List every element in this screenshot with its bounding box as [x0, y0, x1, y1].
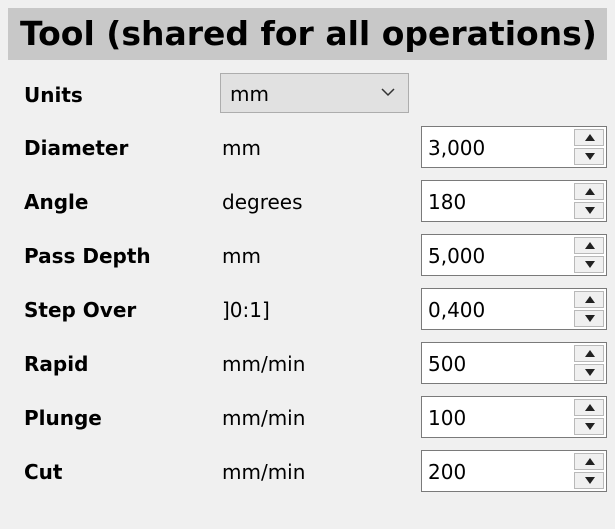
- step-over-spinbox[interactable]: 0,400: [421, 288, 607, 330]
- diameter-label: Diameter: [24, 136, 129, 160]
- angle-unit: degrees: [222, 190, 303, 214]
- pass-depth-value[interactable]: 5,000: [428, 244, 486, 268]
- arrow-up-icon: [585, 134, 595, 141]
- angle-label: Angle: [24, 190, 89, 214]
- plunge-decrement-button[interactable]: [574, 418, 604, 435]
- units-row: Units mm: [0, 68, 615, 122]
- step-over-increment-button[interactable]: [574, 291, 604, 308]
- arrow-up-icon: [585, 188, 595, 195]
- plunge-value[interactable]: 100: [428, 406, 467, 430]
- rapid-decrement-button[interactable]: [574, 364, 604, 381]
- angle-value[interactable]: 180: [428, 190, 467, 214]
- arrow-up-icon: [585, 242, 595, 249]
- panel-header: Tool (shared for all operations): [8, 8, 607, 60]
- angle-row: Angle degrees 180: [0, 175, 615, 229]
- arrow-up-icon: [585, 296, 595, 303]
- step-over-value[interactable]: 0,400: [428, 298, 486, 322]
- angle-spinbox[interactable]: 180: [421, 180, 607, 222]
- step-over-label: Step Over: [24, 298, 137, 322]
- arrow-up-icon: [585, 350, 595, 357]
- pass-depth-spinbox[interactable]: 5,000: [421, 234, 607, 276]
- arrow-down-icon: [585, 423, 595, 430]
- diameter-increment-button[interactable]: [574, 129, 604, 146]
- rapid-increment-button[interactable]: [574, 345, 604, 362]
- step-over-unit: ]0:1]: [222, 298, 270, 322]
- cut-value[interactable]: 200: [428, 460, 467, 484]
- cut-increment-button[interactable]: [574, 453, 604, 470]
- panel-title: Tool (shared for all operations): [20, 14, 597, 53]
- rapid-label: Rapid: [24, 352, 89, 376]
- diameter-spinbox[interactable]: 3,000: [421, 126, 607, 168]
- plunge-unit: mm/min: [222, 406, 306, 430]
- pass-depth-unit: mm: [222, 244, 261, 268]
- plunge-row: Plunge mm/min 100: [0, 391, 615, 445]
- cut-label: Cut: [24, 460, 63, 484]
- plunge-label: Plunge: [24, 406, 102, 430]
- step-over-row: Step Over ]0:1] 0,400: [0, 283, 615, 337]
- arrow-up-icon: [585, 404, 595, 411]
- rapid-value[interactable]: 500: [428, 352, 467, 376]
- pass-depth-increment-button[interactable]: [574, 237, 604, 254]
- cut-unit: mm/min: [222, 460, 306, 484]
- pass-depth-decrement-button[interactable]: [574, 256, 604, 273]
- units-select[interactable]: mm: [220, 73, 409, 113]
- arrow-up-icon: [585, 458, 595, 465]
- angle-decrement-button[interactable]: [574, 202, 604, 219]
- angle-increment-button[interactable]: [574, 183, 604, 200]
- diameter-value[interactable]: 3,000: [428, 136, 486, 160]
- units-label: Units: [24, 83, 83, 107]
- arrow-down-icon: [585, 261, 595, 268]
- pass-depth-row: Pass Depth mm 5,000: [0, 229, 615, 283]
- rapid-row: Rapid mm/min 500: [0, 337, 615, 391]
- diameter-row: Diameter mm 3,000: [0, 121, 615, 175]
- diameter-unit: mm: [222, 136, 261, 160]
- cut-spinbox[interactable]: 200: [421, 450, 607, 492]
- step-over-decrement-button[interactable]: [574, 310, 604, 327]
- rapid-spinbox[interactable]: 500: [421, 342, 607, 384]
- rapid-unit: mm/min: [222, 352, 306, 376]
- cut-decrement-button[interactable]: [574, 472, 604, 489]
- chevron-down-icon: [381, 88, 395, 97]
- diameter-decrement-button[interactable]: [574, 148, 604, 165]
- arrow-down-icon: [585, 207, 595, 214]
- arrow-down-icon: [585, 369, 595, 376]
- arrow-down-icon: [585, 315, 595, 322]
- cut-row: Cut mm/min 200: [0, 445, 615, 499]
- plunge-increment-button[interactable]: [574, 399, 604, 416]
- arrow-down-icon: [585, 477, 595, 484]
- units-select-value: mm: [230, 82, 269, 106]
- pass-depth-label: Pass Depth: [24, 244, 151, 268]
- arrow-down-icon: [585, 153, 595, 160]
- plunge-spinbox[interactable]: 100: [421, 396, 607, 438]
